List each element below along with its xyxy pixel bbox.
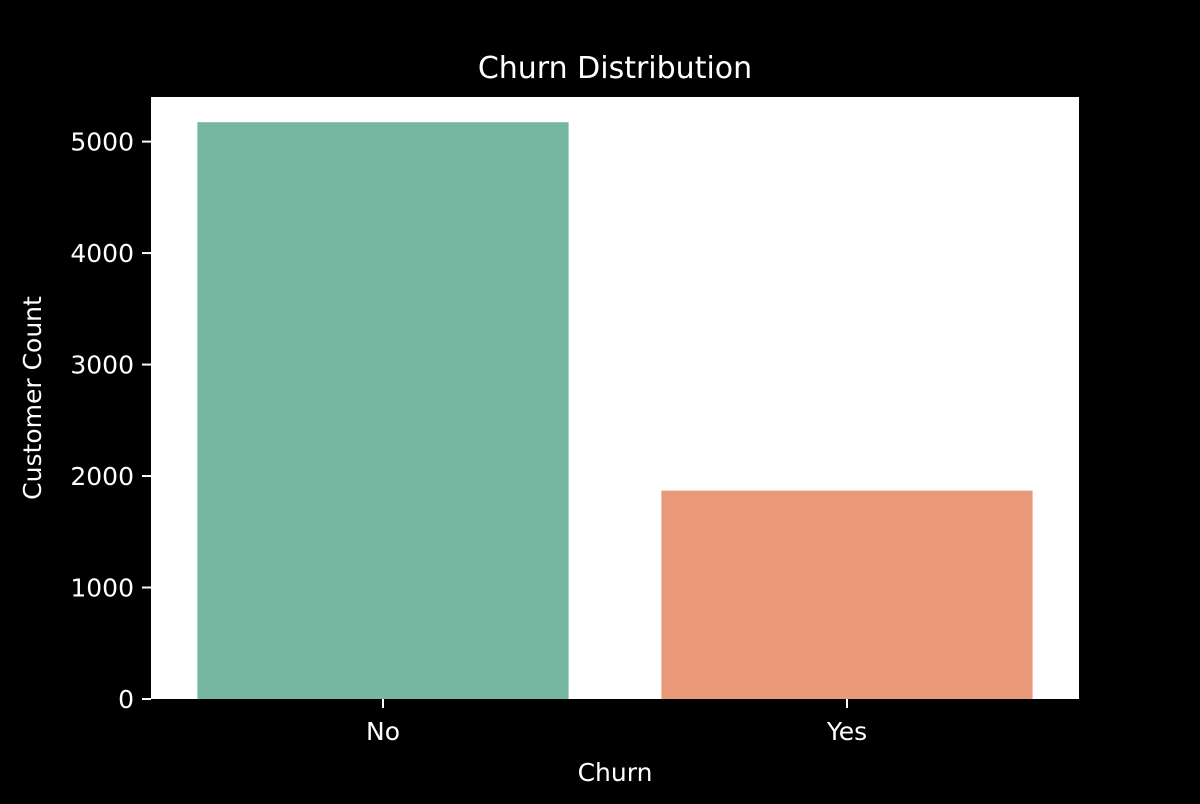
y-tick-label: 1000 [70,574,134,603]
x-axis-label: Churn [578,758,653,787]
y-tick-label: 3000 [70,351,134,380]
bars-layer [197,122,1033,699]
y-axis: 0 1000 2000 3000 4000 5000 [70,128,151,714]
y-tick-label: 4000 [70,239,134,268]
y-axis-label: Customer Count [18,296,47,500]
x-tick-label: No [366,717,400,746]
bar-no [197,122,569,699]
x-tick-label: Yes [826,717,867,746]
y-tick-label: 5000 [70,128,134,157]
chart-title: Churn Distribution [478,51,752,86]
bar-yes [661,490,1033,699]
y-tick-label: 0 [118,685,134,714]
y-tick-label: 2000 [70,462,134,491]
x-axis: No Yes [366,699,867,746]
